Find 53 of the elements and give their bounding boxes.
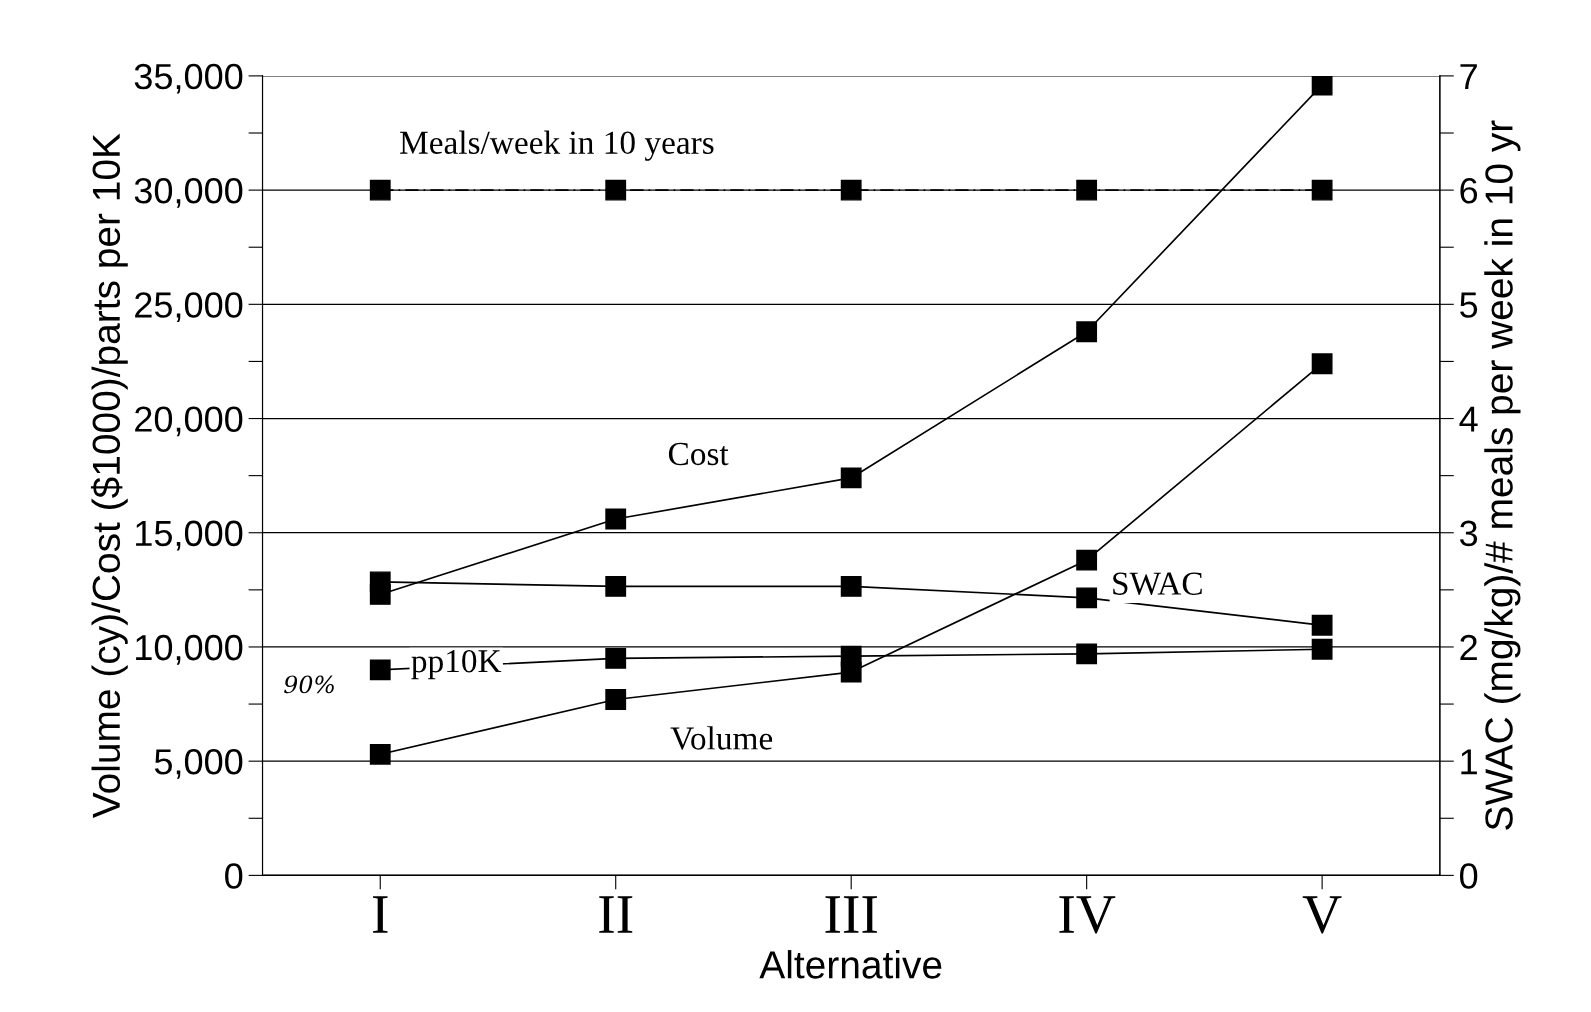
series-label: Cost <box>668 442 729 466</box>
y2-axis-title: SWAC (mg/kg)/# meals per week in 10 yr <box>1484 120 1521 830</box>
point <box>605 647 627 669</box>
y-tick-label: 30,000 <box>134 177 243 208</box>
series-label: SWAC <box>1113 572 1202 596</box>
y-tick-label: 10,000 <box>136 634 243 665</box>
point <box>369 571 391 593</box>
y-tick-label: 0 <box>225 863 243 889</box>
y-tick-label: 35,000 <box>134 63 243 94</box>
series-label: Volume <box>670 726 773 750</box>
point <box>605 179 627 201</box>
point <box>369 179 391 201</box>
x-axis-title: Alternative <box>759 950 942 979</box>
y2-tick-label: 4 <box>1459 406 1478 432</box>
x-tick-label: I <box>373 896 388 933</box>
x-tick-label: V <box>1302 896 1342 934</box>
point <box>840 179 862 201</box>
y2-tick-label: 5 <box>1460 292 1478 318</box>
x-tick-label: IV <box>1059 896 1116 934</box>
point <box>840 467 862 489</box>
point <box>1076 549 1098 571</box>
series-label: Meals/week in 10 years <box>400 130 714 161</box>
point <box>1076 321 1098 343</box>
y2-tick-label: 6 <box>1460 177 1478 204</box>
x-tick-label: III <box>825 896 877 933</box>
point <box>369 659 391 681</box>
y-tick-label: 25,000 <box>135 292 243 323</box>
y-tick-label: 5,000 <box>154 749 243 779</box>
point <box>1311 75 1333 96</box>
point <box>605 576 627 597</box>
y2-tick-label: 2 <box>1460 634 1477 661</box>
point <box>1311 638 1333 660</box>
y2-tick-label: 3 <box>1459 520 1478 547</box>
y-tick-label: 15,000 <box>136 520 243 551</box>
y2-tick-label: 1 <box>1461 749 1477 775</box>
y2-tick-label: 0 <box>1460 863 1478 889</box>
point <box>1076 643 1098 665</box>
series-label: pp10K <box>411 649 502 680</box>
x-tick-label: II <box>599 896 633 933</box>
point <box>1311 614 1333 636</box>
y-axis-title: Volume (cy)/Cost ($1000)/parts per 10K <box>90 133 128 819</box>
point <box>1311 179 1333 201</box>
point <box>1076 587 1098 609</box>
point <box>840 576 862 597</box>
point <box>840 661 862 683</box>
y-tick-label: 20,000 <box>135 406 243 437</box>
point <box>605 689 627 710</box>
y2-tick-label: 7 <box>1460 64 1477 89</box>
point <box>1311 353 1333 375</box>
point <box>1076 179 1098 201</box>
point <box>369 743 391 765</box>
point <box>605 508 627 530</box>
annotation: 90% <box>284 675 334 694</box>
